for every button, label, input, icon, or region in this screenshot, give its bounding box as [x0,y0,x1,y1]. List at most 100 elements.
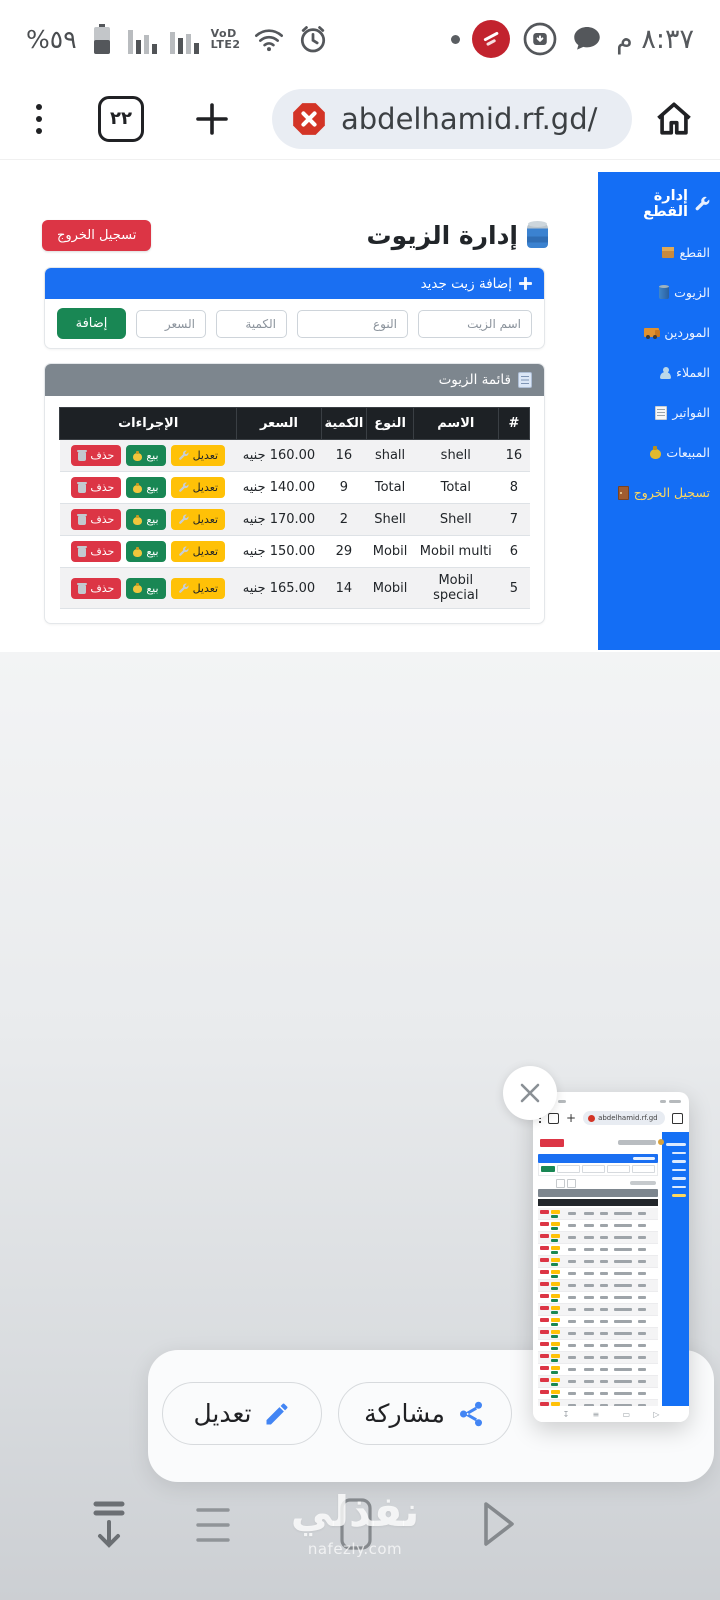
thumb-table-row [538,1388,658,1400]
money-bag-icon [133,583,143,593]
sell-row-button-label: بيع [146,581,159,595]
oil-barrel-icon [659,285,670,299]
wrench-icon [178,583,189,594]
edit-row-button[interactable]: تعديل [170,541,226,562]
cell-price: 160.00 جنيه [236,439,322,472]
sidebar-item[interactable]: القطع [604,245,710,260]
clipboard-icon [518,372,532,388]
oil-list-header: قائمة الزيوت [45,364,544,396]
sidebar: إدارة القطع القطع الزيوت الموردين العملاء ال… [598,172,720,650]
sidebar-item[interactable]: تسجيل الخروج [604,485,710,500]
back-button[interactable] [478,1498,520,1550]
money-bag-icon [133,514,143,525]
home-button[interactable] [652,97,696,141]
money-bag-icon [133,450,143,461]
scroll-capture-button[interactable] [86,1496,132,1554]
sell-row-button[interactable]: بيع [126,577,166,599]
sidebar-item-label: الفواتير [672,405,710,420]
thumb-status-bar [541,1097,681,1105]
delete-row-button[interactable]: حذف [71,509,122,530]
status-left-group: %٥٩ VoD LTE2 [26,22,329,56]
page-title: إدارة الزيوت [366,221,548,250]
delete-row-button-label: حذف [90,481,115,494]
delete-row-button[interactable]: حذف [71,445,122,466]
home-nav-button[interactable] [338,1494,374,1554]
sidebar-item-label: المبيعات [666,445,710,460]
edit-screenshot-button[interactable]: تعديل [162,1382,322,1445]
screenshot-thumbnail[interactable]: + abdelhamid.rf.gd ↧ ≡ ▭ ▷ [533,1092,689,1422]
delete-row-button-label: حذف [90,545,115,558]
sell-row-button-label: بيع [146,513,159,526]
cell-name: Total [413,471,499,504]
trash-icon [77,514,88,525]
edit-row-button[interactable]: تعديل [170,577,226,599]
plus-icon [519,277,532,290]
cell-type: shall [366,439,414,472]
trash-icon [77,546,88,557]
notification-dot-icon [451,34,461,44]
delete-row-button[interactable]: حذف [71,577,122,599]
cell-id: 6 [498,535,530,568]
sidebar-item[interactable]: المبيعات [604,445,710,460]
sidebar-item[interactable]: الزيوت [604,285,710,300]
edit-row-button[interactable]: تعديل [170,477,226,498]
add-oil-form: إضافة [45,299,544,348]
sidebar-item[interactable]: الفواتير [604,405,710,420]
delete-row-button-label: حذف [90,581,115,595]
share-icon [456,1399,486,1429]
logout-button[interactable]: تسجيل الخروج [42,220,152,251]
money-bag-icon [650,446,662,459]
table-row: 6 Mobil multi Mobil 29 150.00 جنيه تعديل بيع حذ… [59,535,530,568]
thumb-page [533,1132,689,1406]
delete-row-button[interactable]: حذف [71,477,122,498]
sell-row-button[interactable]: بيع [126,541,166,562]
recents-button[interactable] [192,1502,234,1548]
edit-row-button[interactable]: تعديل [170,509,226,530]
wrench-icon [178,546,189,557]
share-button[interactable]: مشاركة [338,1382,512,1445]
browser-menu-button[interactable] [36,103,42,134]
oil-table-head: # الاسم النوع الكمية السعر الإجراءات [58,407,531,440]
sidebar-item-label: القطع [679,245,710,260]
sell-row-button-label: بيع [146,545,159,558]
new-tab-button[interactable] [192,99,232,139]
sidebar-item[interactable]: العملاء [604,365,710,380]
row-actions: تعديل بيع حذف [63,445,234,466]
edit-row-button-label: تعديل [192,481,219,494]
package-icon [662,247,675,258]
cell-name: Mobil special [413,567,499,609]
money-bag-icon [133,482,143,493]
oil-table: # الاسم النوع الكمية السعر الإجراءات 16 shel… [58,407,531,609]
thumb-table-row [538,1364,658,1376]
address-bar[interactable]: abdelhamid.rf.gd/ [272,88,632,149]
edit-row-button[interactable]: تعديل [170,445,226,466]
oil-quantity-input[interactable] [216,309,287,338]
sell-row-button[interactable]: بيع [126,445,166,466]
close-screenshot-button[interactable] [503,1066,557,1120]
clock-time: ٨:٣٧ م [616,23,694,55]
browser-toolbar: ٢٢ abdelhamid.rf.gd/ [0,78,720,160]
row-actions: تعديل بيع حذف [63,541,234,562]
oil-price-input[interactable] [136,309,206,338]
sell-row-button[interactable]: بيع [126,477,166,498]
cell-price: 150.00 جنيه [236,535,322,568]
edit-row-button-label: تعديل [192,545,219,558]
status-right-group: ٨:٣٧ م [451,20,694,58]
cell-qty: 16 [321,439,367,472]
cell-id: 5 [498,567,530,609]
delete-row-button-label: حذف [90,449,115,462]
wrench-icon [178,482,189,493]
web-page: إدارة القطع القطع الزيوت الموردين العملاء ال… [0,160,720,652]
thumb-table-row [538,1244,658,1256]
oil-name-input[interactable] [418,309,532,338]
sidebar-item[interactable]: الموردين [604,325,710,340]
cell-qty: 2 [321,503,367,536]
sell-row-button[interactable]: بيع [126,509,166,530]
oil-type-input[interactable] [297,309,408,338]
page-header: إدارة الزيوت تسجيل الخروج [42,220,548,251]
add-oil-button[interactable]: إضافة [57,308,126,339]
tab-switcher-button[interactable]: ٢٢ [98,95,144,142]
thumb-table-row [538,1316,658,1328]
money-bag-icon [133,546,143,557]
delete-row-button[interactable]: حذف [71,541,122,562]
